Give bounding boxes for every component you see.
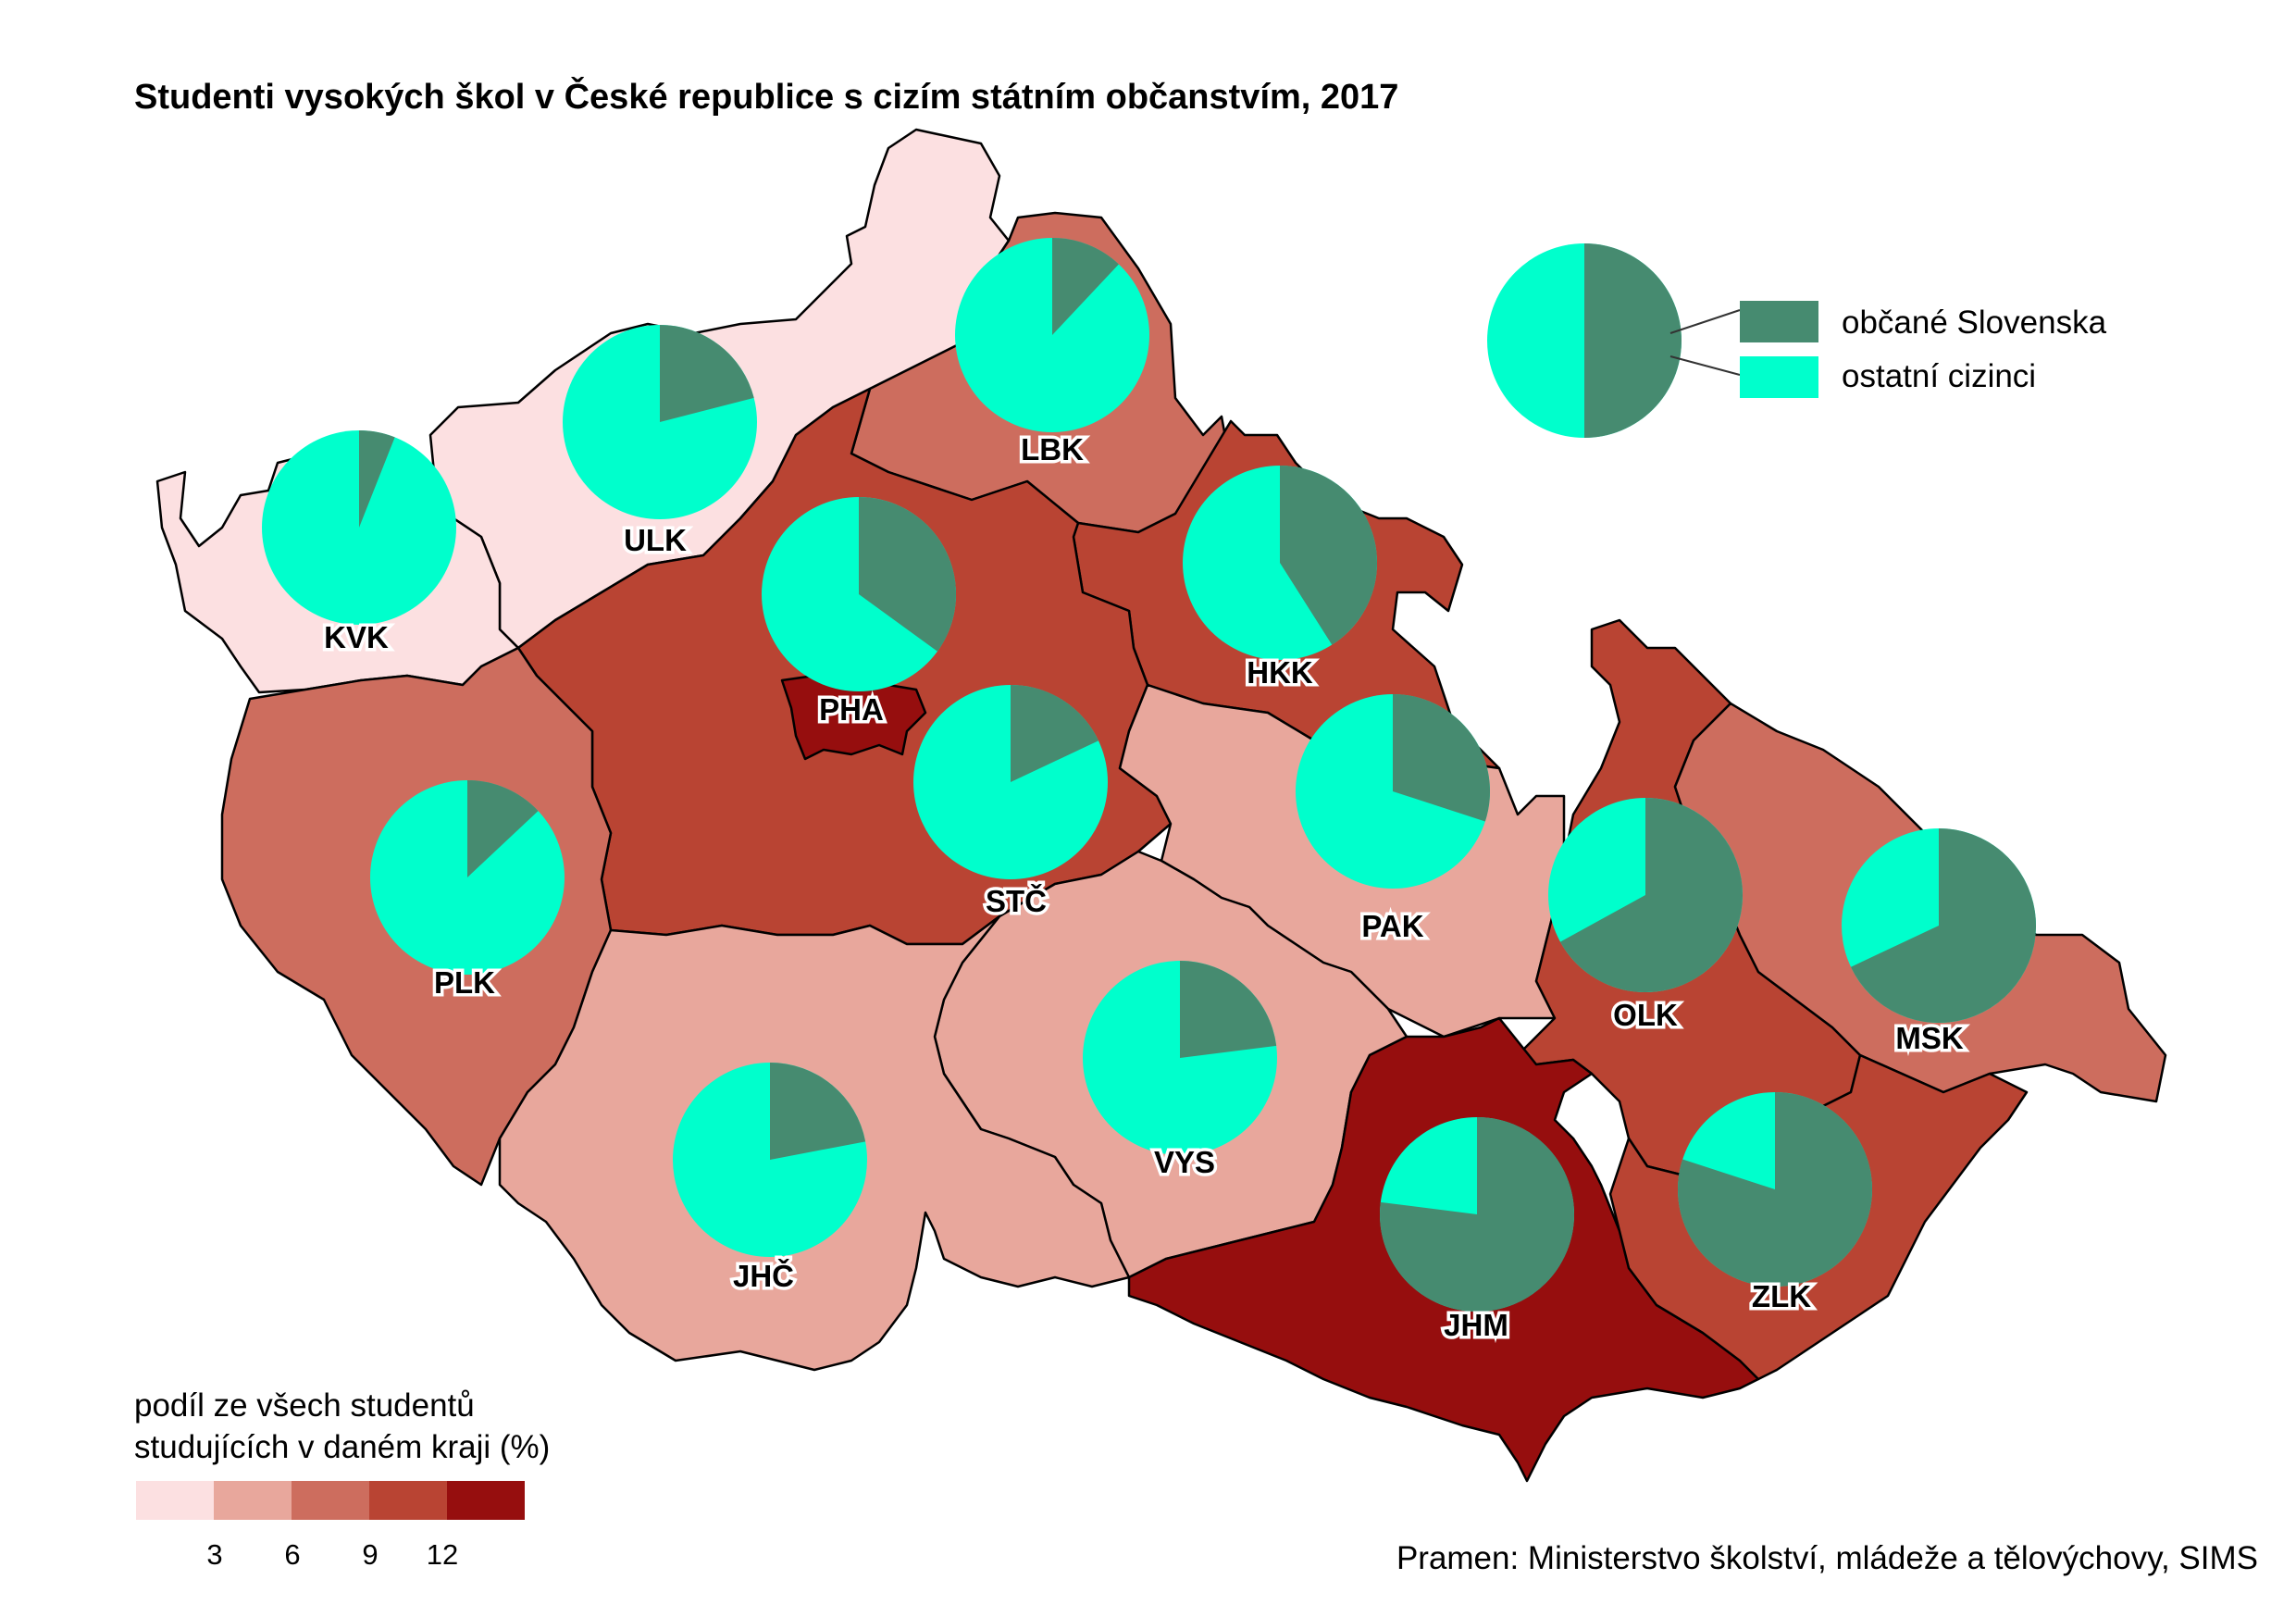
pie-plk-slovak-slice xyxy=(467,780,539,877)
choropleth-legend-title-line1: podíl ze všech studentů xyxy=(134,1387,475,1424)
region-label-jhm: JHM xyxy=(1444,1308,1508,1342)
region-label-olk: OLK xyxy=(1613,998,1678,1032)
pie-pha xyxy=(762,497,956,691)
pie-stc xyxy=(913,685,1108,879)
pie-zlk xyxy=(1678,1092,1872,1287)
class-swatches xyxy=(136,1481,525,1520)
pie-vys-slovak-slice xyxy=(1180,961,1277,1058)
legend-label-other: ostatní cizinci xyxy=(1842,358,2036,394)
class-swatch-2 xyxy=(214,1481,292,1520)
class-swatch-3 xyxy=(292,1481,369,1520)
pie-msk xyxy=(1842,828,2036,1023)
source-note: Pramen: Ministerstvo školství, mládeže a… xyxy=(1396,1540,2258,1576)
pie-stc-slovak-slice xyxy=(1011,685,1099,782)
region-label-kvk: KVK xyxy=(324,620,389,654)
pie-kvk-slovak-slice xyxy=(359,430,395,528)
region-label-hkk: HKK xyxy=(1247,655,1313,690)
region-label-jhc: JHČ xyxy=(733,1258,794,1293)
class-swatch-1 xyxy=(136,1481,214,1520)
map-title: Studenti vysokých škol v České republice… xyxy=(134,75,1398,117)
region-label-pha: PHA xyxy=(819,692,884,727)
labels-layer: KVK ULK LBK HKK PHA STČ PLK PAK OLK MSK VYS JHČ JHM Z… xyxy=(321,429,1967,1346)
region-label-lbk: LBK xyxy=(1021,432,1084,466)
pie-hkk xyxy=(1183,466,1378,660)
legend-tick-9: 9 xyxy=(362,1538,378,1571)
legend-tick-12: 12 xyxy=(427,1538,458,1571)
region-label-plk: PLK xyxy=(434,965,495,1000)
region-label-stc: STČ xyxy=(986,883,1047,918)
choropleth-legend: podíl ze všech studentů studujících v da… xyxy=(134,1387,550,1571)
legend-tick-3: 3 xyxy=(206,1538,222,1571)
legend-swatch-slovak xyxy=(1740,301,1818,342)
pie-zlk-slovak-slice xyxy=(1678,1092,1872,1287)
legend-swatch-other xyxy=(1740,356,1818,398)
class-swatch-5 xyxy=(447,1481,525,1520)
legend-tick-6: 6 xyxy=(284,1538,300,1571)
pie-plk xyxy=(370,780,565,975)
pie-kvk xyxy=(262,430,456,625)
pie-jhc xyxy=(673,1063,867,1257)
region-label-pak: PAK xyxy=(1361,909,1423,943)
pie-jhm xyxy=(1380,1117,1574,1312)
pies-layer xyxy=(262,238,2036,1312)
pie-olk-slovak-slice xyxy=(1559,798,1744,993)
pie-pak xyxy=(1296,694,1491,889)
legend-pie-graphic xyxy=(1487,243,1682,438)
legend-pie-graphic-slovak-slice xyxy=(1584,243,1682,438)
region-label-zlk: ZLK xyxy=(1752,1279,1811,1313)
pie-jhm-slovak-slice xyxy=(1380,1117,1574,1312)
pie-olk xyxy=(1548,798,1744,993)
legend-label-slovak: občané Slovenska xyxy=(1842,305,2107,341)
pie-lbk xyxy=(955,238,1149,432)
pie-hkk-slovak-slice xyxy=(1280,466,1378,645)
pie-lbk-slovak-slice xyxy=(1052,238,1119,335)
region-label-msk: MSK xyxy=(1895,1021,1964,1055)
region-label-vys: VYS xyxy=(1154,1145,1215,1179)
pie-jhc-slovak-slice xyxy=(770,1063,866,1160)
legend-leader-slovak xyxy=(1669,309,1741,334)
pie-ulk-slovak-slice xyxy=(660,325,754,422)
region-label-ulk: ULK xyxy=(624,523,687,557)
legend-pie xyxy=(1487,243,1682,438)
pie-pak-slovak-slice xyxy=(1393,694,1491,822)
pie-pha-slovak-slice xyxy=(859,497,956,652)
pie-legend: občané Slovenska ostatní cizinci xyxy=(1487,243,2107,438)
pie-vys xyxy=(1083,961,1277,1155)
pie-msk-slovak-slice xyxy=(1850,828,2036,1023)
class-swatch-4 xyxy=(369,1481,447,1520)
pie-ulk xyxy=(563,325,757,519)
choropleth-legend-title-line2: studujících v daném kraji (%) xyxy=(134,1429,550,1465)
legend-leader-other xyxy=(1669,355,1741,376)
